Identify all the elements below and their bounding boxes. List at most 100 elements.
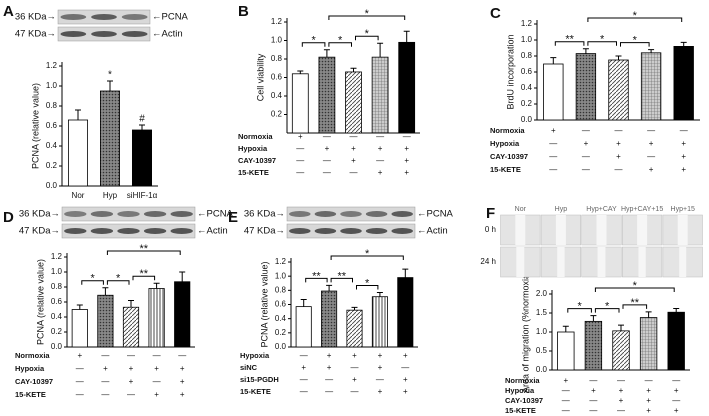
- condition-mark: +: [351, 144, 356, 153]
- significance-bracket: [594, 287, 675, 292]
- image-row-label: 0 h: [485, 225, 496, 234]
- blot-band: [365, 211, 388, 217]
- image-column-label: Hyp+CAY+15: [621, 206, 663, 213]
- condition-mark: +: [327, 351, 332, 360]
- image-column-label: Nor: [515, 206, 527, 213]
- panel-letter: B: [238, 3, 249, 20]
- x-tick-label: Nor: [72, 191, 85, 200]
- significance-bracket: [330, 255, 404, 260]
- condition-mark: —: [549, 139, 557, 148]
- condition-mark: —: [127, 351, 135, 360]
- y-tick-label: 1.2: [46, 61, 58, 70]
- bar: [346, 309, 363, 348]
- blot-band: [64, 228, 87, 234]
- condition-mark: +: [646, 406, 651, 415]
- condition-mark: +: [681, 139, 686, 148]
- condition-mark: —: [589, 396, 597, 405]
- significance-bracket: [587, 17, 683, 22]
- scratch-gap: [638, 247, 646, 277]
- y-tick-label: 0.0: [275, 342, 287, 351]
- y-tick-label: 1.0: [536, 327, 548, 336]
- condition-mark: —: [617, 376, 625, 385]
- blot-band: [117, 228, 140, 234]
- blot-band: [314, 228, 337, 234]
- condition-name: 15-KETE: [238, 168, 269, 177]
- significance-label: *: [365, 277, 370, 289]
- blot-size: 47 KDa→: [15, 29, 56, 40]
- blot-band: [340, 228, 362, 234]
- condition-mark: +: [563, 376, 568, 385]
- blot-band: [121, 31, 148, 37]
- condition-mark: +: [404, 144, 409, 153]
- error-bar: [645, 311, 652, 318]
- blot-protein: ←Actin: [152, 29, 183, 40]
- condition-mark: —: [403, 132, 411, 141]
- significance-label: *: [633, 10, 638, 22]
- condition-mark: +: [378, 168, 383, 177]
- condition-mark: —: [325, 387, 333, 396]
- blot-band: [91, 14, 117, 20]
- error-bar: [75, 109, 81, 120]
- condition-mark: +: [646, 386, 651, 395]
- significance-bracket: [106, 250, 181, 255]
- error-bar: [403, 30, 410, 43]
- condition-mark: —: [617, 406, 625, 415]
- condition-mark: +: [154, 364, 159, 373]
- condition-name: Normoxia: [15, 351, 50, 360]
- y-tick-label: 0.6: [521, 67, 533, 76]
- condition-mark: —: [296, 156, 304, 165]
- condition-name: CAY-10397: [15, 377, 53, 386]
- condition-mark: —: [300, 375, 308, 384]
- condition-mark: —: [582, 165, 590, 174]
- significance-bracket: [305, 277, 328, 283]
- condition-mark: +: [180, 390, 185, 399]
- condition-mark: —: [153, 377, 161, 386]
- blot-band: [143, 211, 167, 217]
- scratch-gap: [557, 247, 565, 277]
- y-tick-label: 1.2: [51, 252, 63, 261]
- y-tick-label: 1.0: [275, 271, 287, 280]
- bar: [612, 330, 630, 371]
- condition-mark: +: [674, 406, 679, 415]
- condition-mark: —: [101, 390, 109, 399]
- y-tick-label: 0.0: [536, 365, 548, 374]
- condition-mark: +: [154, 390, 159, 399]
- blot-band: [340, 211, 362, 217]
- bar: [397, 277, 414, 348]
- error-bar: [680, 41, 687, 47]
- condition-mark: —: [350, 168, 358, 177]
- significance-bracket: [328, 15, 406, 20]
- bar: [543, 63, 564, 121]
- blot-band: [64, 211, 87, 217]
- condition-mark: —: [562, 406, 570, 415]
- condition-mark: +: [298, 132, 303, 141]
- y-tick-label: 0.0: [46, 181, 58, 190]
- blot-band: [289, 228, 311, 234]
- blot-band: [391, 228, 413, 234]
- bar: [100, 90, 121, 187]
- y-tick-label: 1.5: [536, 308, 548, 317]
- significance-bracket: [356, 284, 379, 290]
- image-column-label: Hyp+15: [671, 206, 695, 213]
- bar: [584, 320, 603, 371]
- blot-band: [170, 228, 193, 234]
- condition-mark: +: [616, 139, 621, 148]
- error-bar: [673, 307, 680, 313]
- condition-name: siNC: [240, 363, 258, 372]
- condition-mark: —: [589, 406, 597, 415]
- condition-name: CAY-10397: [238, 156, 276, 165]
- condition-mark: —: [647, 152, 655, 161]
- blot-protein: ←Actin: [197, 226, 228, 237]
- y-tick-label: 1.0: [51, 267, 63, 276]
- error-bar: [326, 284, 333, 292]
- significance-label: *: [365, 28, 370, 40]
- significance-bracket: [132, 275, 156, 281]
- error-bar: [102, 287, 109, 296]
- y-tick-label: 1.0: [271, 36, 283, 45]
- condition-mark: —: [300, 387, 308, 396]
- condition-mark: —: [647, 126, 655, 135]
- significance-label: *: [600, 34, 605, 46]
- condition-name: si15-PGDH: [240, 375, 279, 384]
- y-tick-label: 1.0: [521, 35, 533, 44]
- significance-bracket: [106, 280, 130, 285]
